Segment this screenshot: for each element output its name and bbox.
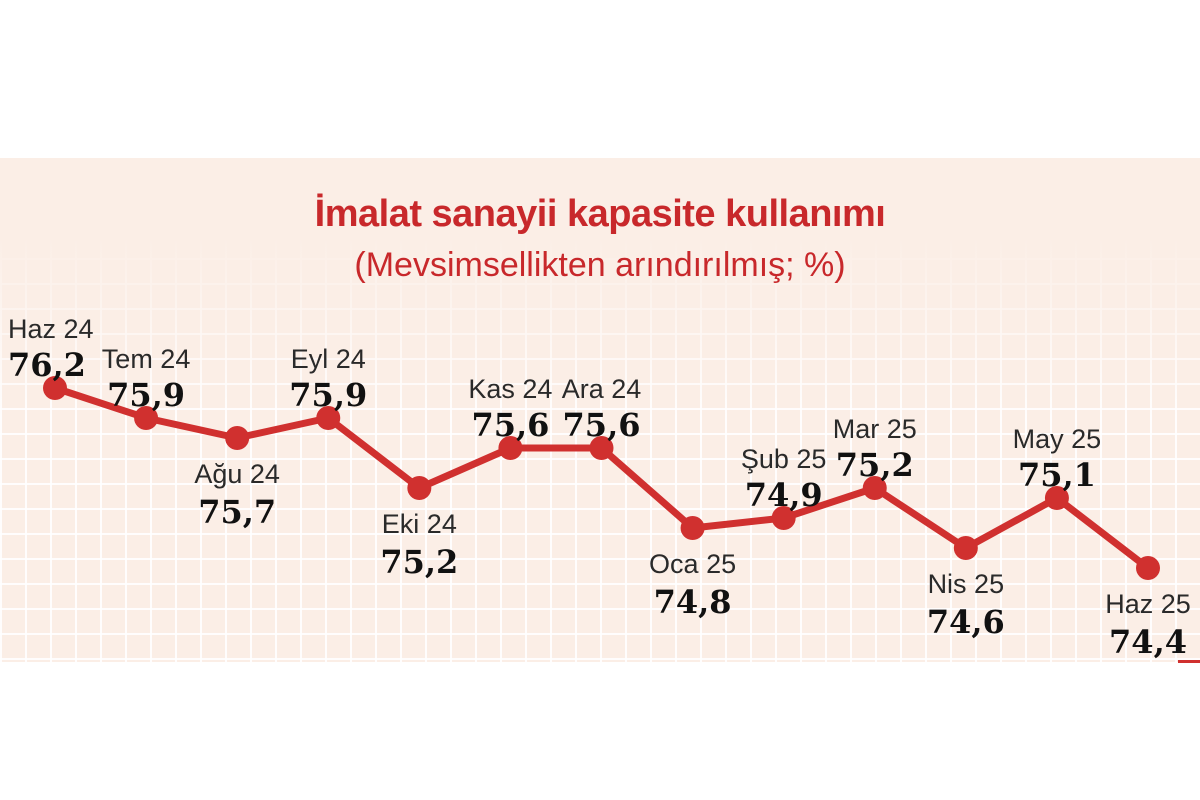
- data-point: [498, 436, 523, 460]
- x-tick-label: Tem 24: [102, 344, 191, 374]
- data-point: [407, 476, 432, 500]
- data-point: [589, 436, 614, 460]
- data-point: [953, 536, 978, 560]
- data-label: 75,1: [1018, 456, 1096, 494]
- x-tick-label: May 25: [1013, 424, 1102, 454]
- data-label: 75,9: [289, 376, 367, 414]
- data-label: 75,6: [563, 406, 641, 444]
- data-point: [771, 506, 796, 530]
- data-point: [680, 516, 705, 540]
- data-label: 74,9: [745, 476, 823, 514]
- chart-background-fade: [0, 158, 1200, 418]
- x-tick-label: Nis 25: [928, 569, 1005, 599]
- decorative-red-mark: [1178, 660, 1200, 663]
- data-label: 75,7: [198, 493, 276, 531]
- data-point: [862, 476, 887, 500]
- x-tick-label: Eyl 24: [291, 344, 366, 374]
- data-point: [43, 376, 67, 400]
- x-tick-label: Ağu 24: [194, 459, 280, 489]
- data-point: [225, 426, 250, 450]
- data-label: 75,6: [471, 406, 549, 444]
- data-label: 75,9: [107, 376, 185, 414]
- data-label: 75,2: [836, 446, 914, 484]
- x-tick-label: Haz 24: [8, 314, 94, 344]
- chart-title: İmalat sanayii kapasite kullanımı: [314, 193, 886, 235]
- x-tick-label: Oca 25: [649, 549, 736, 579]
- x-tick-label: Ara 24: [562, 374, 642, 404]
- data-label: 74,4: [1109, 623, 1187, 661]
- x-tick-label: Şub 25: [741, 444, 827, 474]
- x-tick-label: Kas 24: [468, 374, 552, 404]
- data-label: 74,8: [654, 583, 732, 621]
- x-tick-label: Haz 25: [1105, 589, 1191, 619]
- x-tick-label: Mar 25: [833, 414, 917, 444]
- data-label: 75,2: [380, 543, 458, 581]
- data-label: 74,6: [927, 603, 1005, 641]
- data-point: [134, 406, 159, 430]
- chart-subtitle: (Mevsimsellikten arındırılmış; %): [354, 246, 846, 284]
- data-point: [316, 406, 341, 430]
- data-label: 76,2: [8, 346, 86, 384]
- data-point: [1044, 486, 1069, 510]
- x-tick-label: Eki 24: [382, 509, 457, 539]
- data-point: [1136, 556, 1160, 580]
